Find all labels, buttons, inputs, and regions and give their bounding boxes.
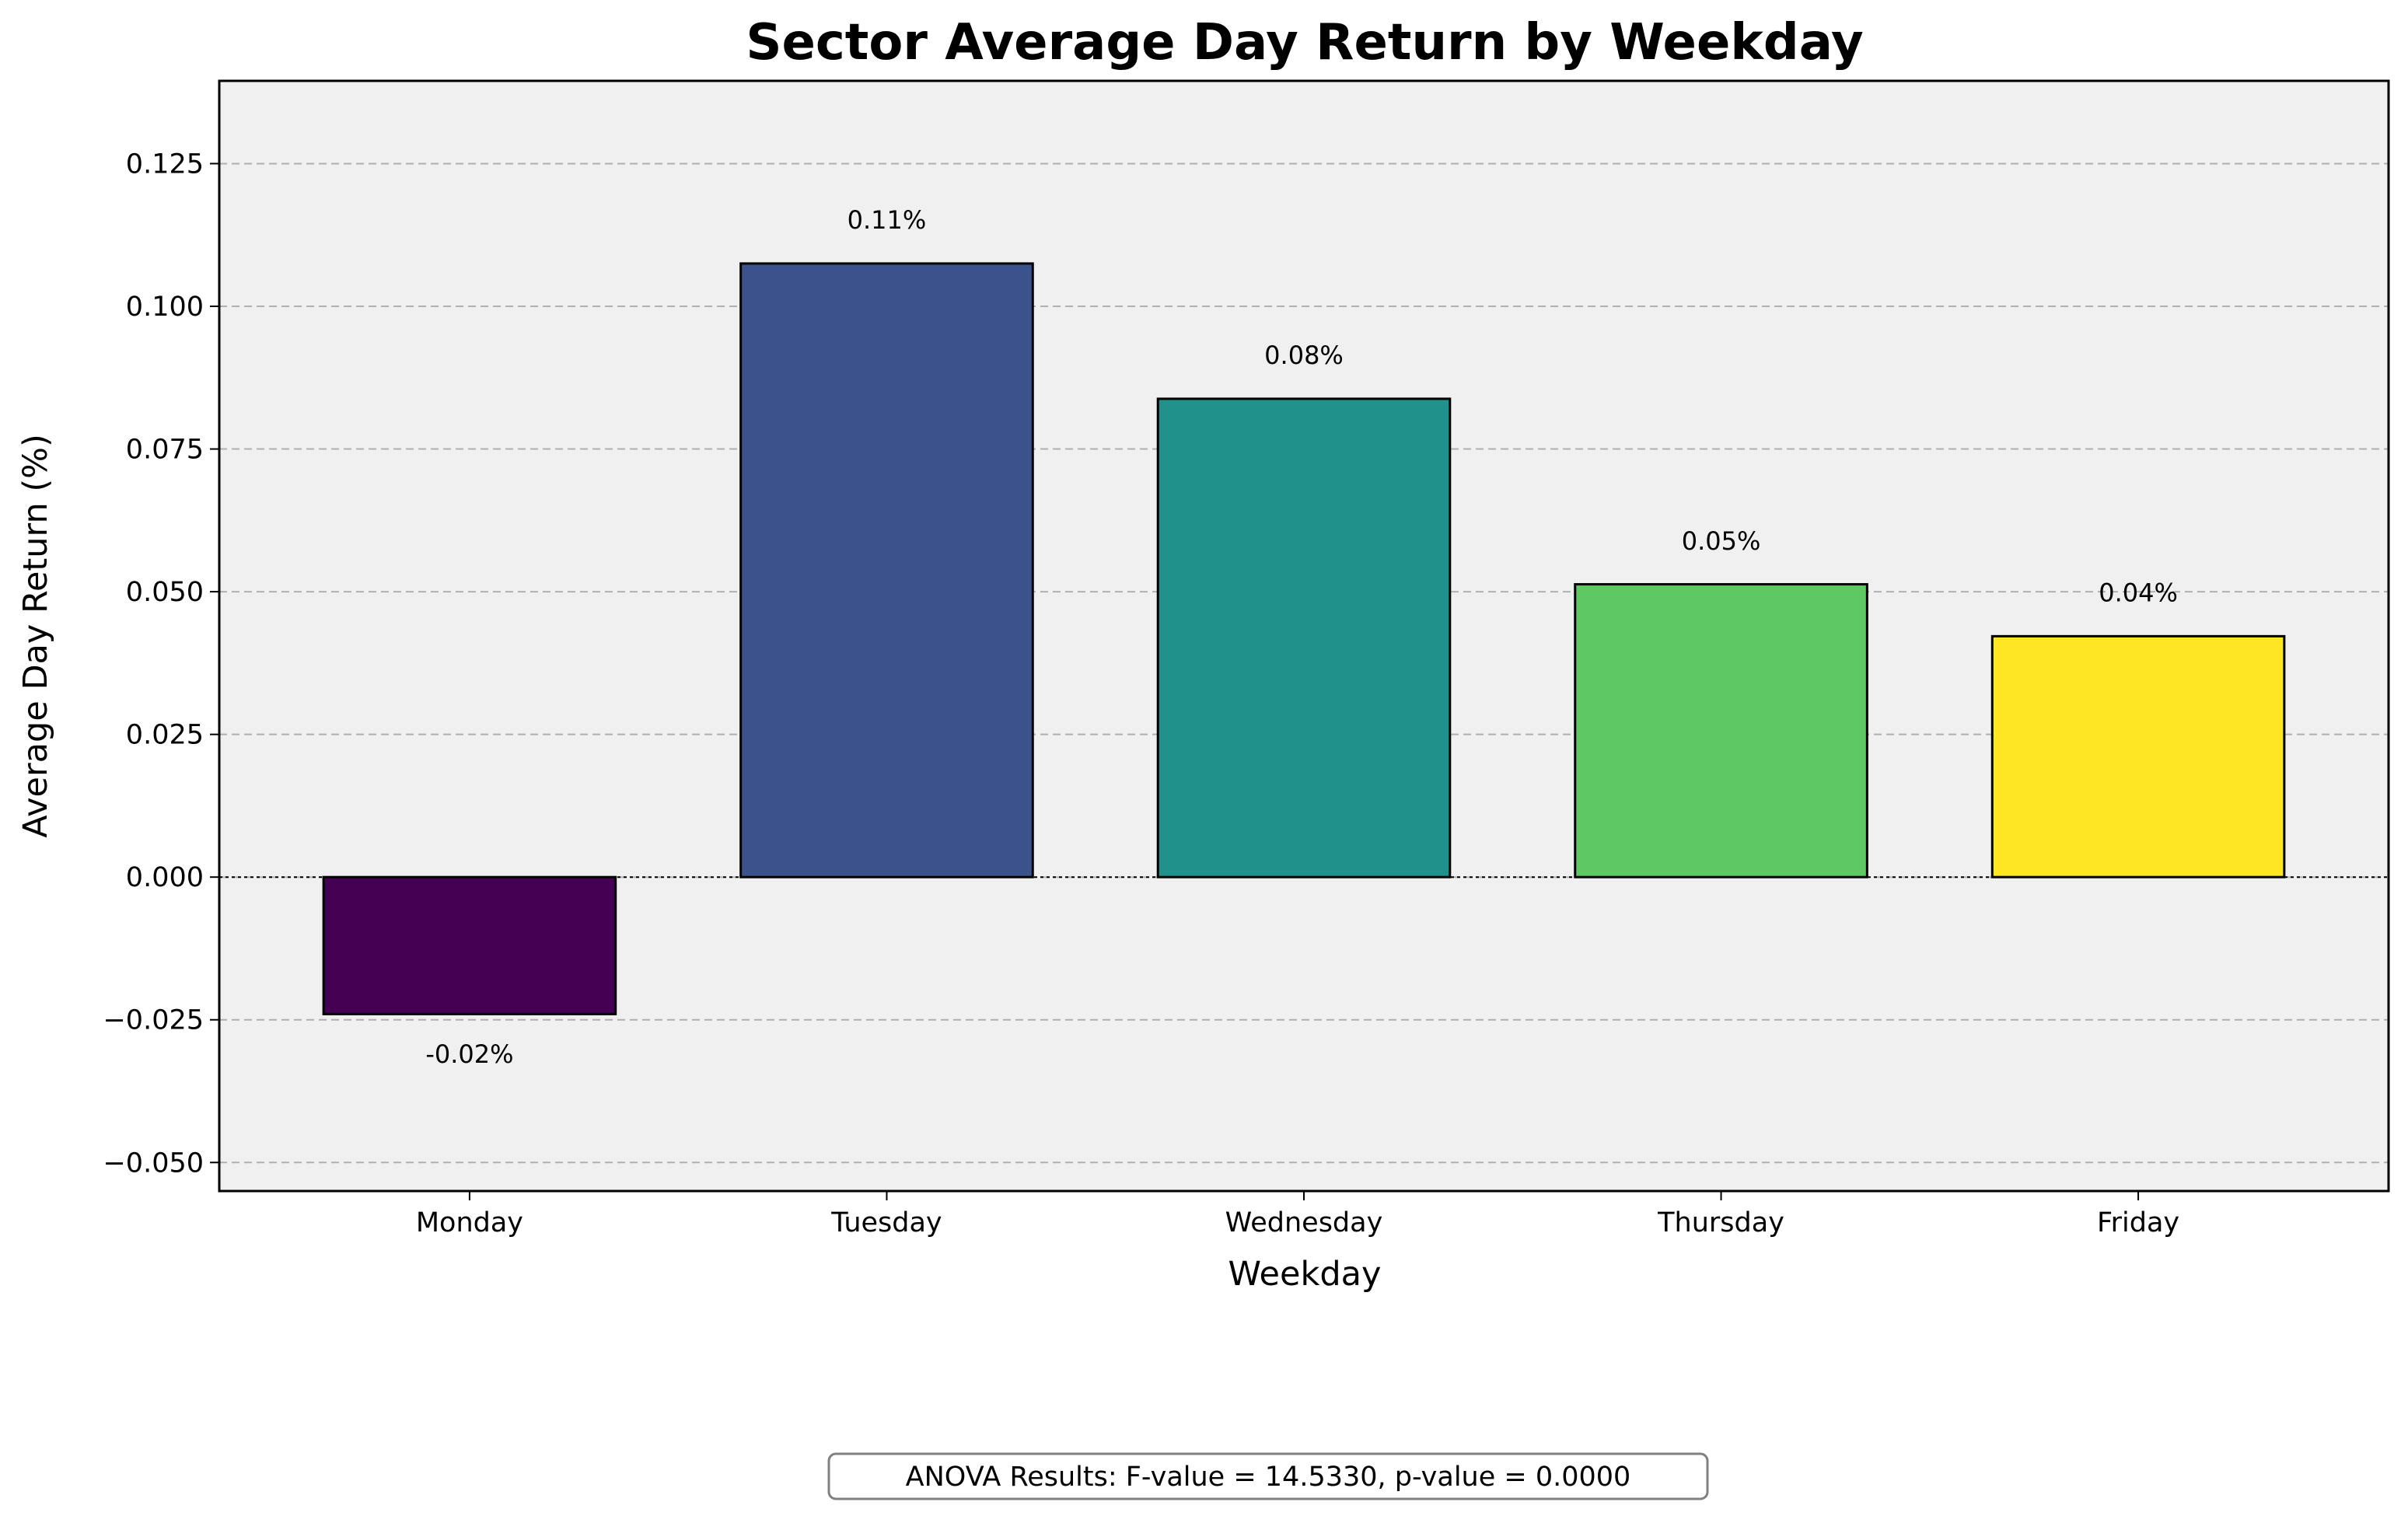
y-axis-label: Average Day Return (%) <box>16 434 55 838</box>
anova-annotation: ANOVA Results: F-value = 14.5330, p-valu… <box>827 1452 1709 1500</box>
bar-value-label: 0.05% <box>1682 526 1761 556</box>
y-tick-label: −0.025 <box>103 1005 204 1036</box>
y-tick-label: 0.075 <box>126 435 204 466</box>
bar-tuesday <box>739 262 1034 879</box>
bar-value-label: 0.04% <box>2099 578 2178 608</box>
bar-monday <box>322 875 617 1015</box>
bar-friday <box>1990 634 2286 879</box>
anova-annotation-text: ANOVA Results: F-value = 14.5330, p-valu… <box>906 1462 1631 1493</box>
y-tick-label: 0.125 <box>126 148 204 180</box>
bar-value-label: -0.02% <box>425 1039 513 1069</box>
bar-thursday <box>1574 583 1868 879</box>
x-tick-label: Monday <box>416 1207 523 1238</box>
y-tick-label: −0.050 <box>103 1147 204 1179</box>
x-axis-label: Weekday <box>1228 1255 1382 1294</box>
bar-value-label: 0.08% <box>1264 341 1344 370</box>
y-tick-label: 0.025 <box>126 720 204 751</box>
bars <box>322 262 2286 1015</box>
bar-wednesday <box>1156 397 1452 879</box>
chart-title: Sector Average Day Return by Weekday <box>746 14 1863 72</box>
y-tick-label: 0.100 <box>126 292 204 323</box>
anova-annotation-box <box>827 1452 1709 1500</box>
bar-value-labels: -0.02% 0.11% 0.08% 0.05% 0.04% <box>425 205 2178 1069</box>
x-tick-label: Friday <box>2097 1207 2179 1238</box>
x-tick-label: Wednesday <box>1225 1207 1383 1238</box>
y-tick-label: 0.050 <box>126 577 204 608</box>
x-axis-ticks: Monday Tuesday Wednesday Thursday Friday <box>416 1191 2179 1238</box>
x-tick-label: Tuesday <box>830 1207 942 1238</box>
y-tick-label: 0.000 <box>126 862 204 893</box>
x-tick-label: Thursday <box>1657 1207 1784 1238</box>
bar-value-label: 0.11% <box>848 205 927 235</box>
y-axis-ticks: −0.050 −0.025 0.000 0.025 0.050 0.075 0.100 0.1… <box>103 148 219 1179</box>
